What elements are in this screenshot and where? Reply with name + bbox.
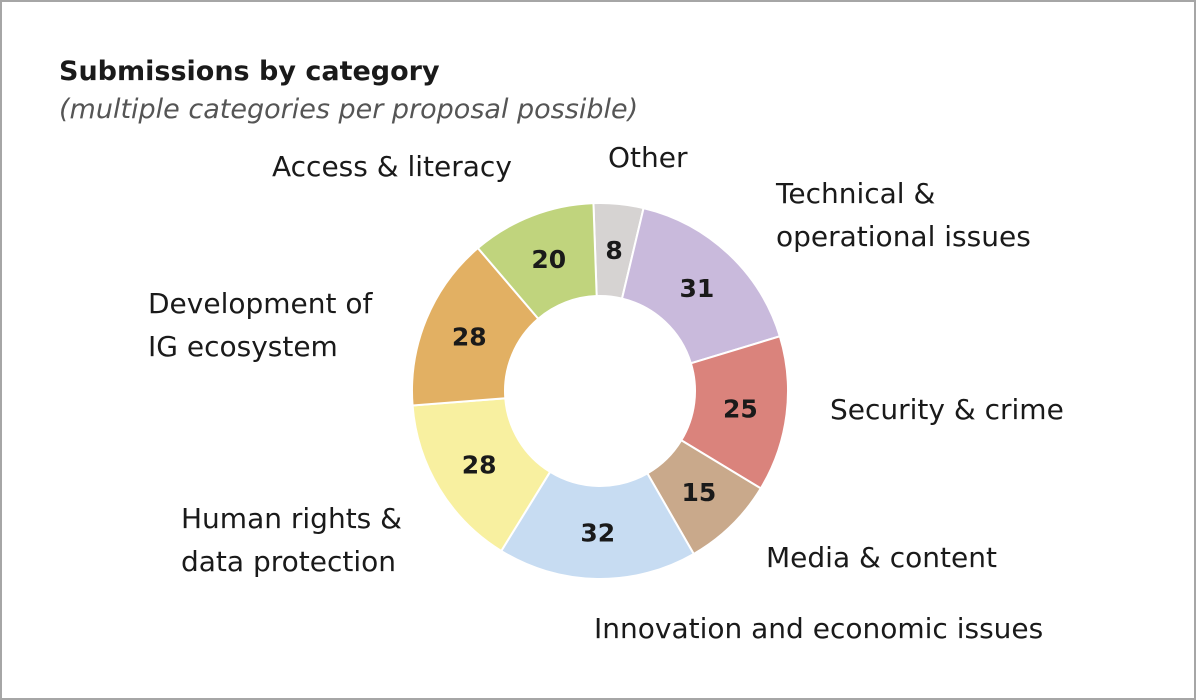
value-label: 28: [462, 451, 497, 480]
category-label: Media & content: [766, 541, 997, 574]
category-label: Security & crime: [830, 393, 1064, 426]
category-label: Access & literacy: [272, 150, 512, 183]
category-label: Innovation and economic issues: [594, 612, 1044, 645]
value-label: 8: [605, 236, 622, 265]
chart-subtitle: (multiple categories per proposal possib…: [59, 94, 639, 125]
value-label: 25: [723, 395, 758, 424]
category-label: Technical & operational issues: [776, 177, 1031, 253]
chart-title: Submissions by category: [59, 56, 440, 87]
category-label: Human rights & data protection: [181, 502, 402, 578]
value-label: 31: [680, 274, 715, 303]
donut-slice: [499, 470, 696, 580]
donut-slice: [620, 206, 782, 365]
value-label: 28: [452, 323, 487, 352]
value-label: 20: [531, 245, 566, 274]
category-label: Development of IG ecosystem: [148, 287, 373, 363]
category-label: Other: [608, 141, 688, 174]
value-label: 15: [682, 478, 717, 507]
value-label: 32: [580, 518, 615, 547]
donut-slice: [476, 202, 598, 321]
